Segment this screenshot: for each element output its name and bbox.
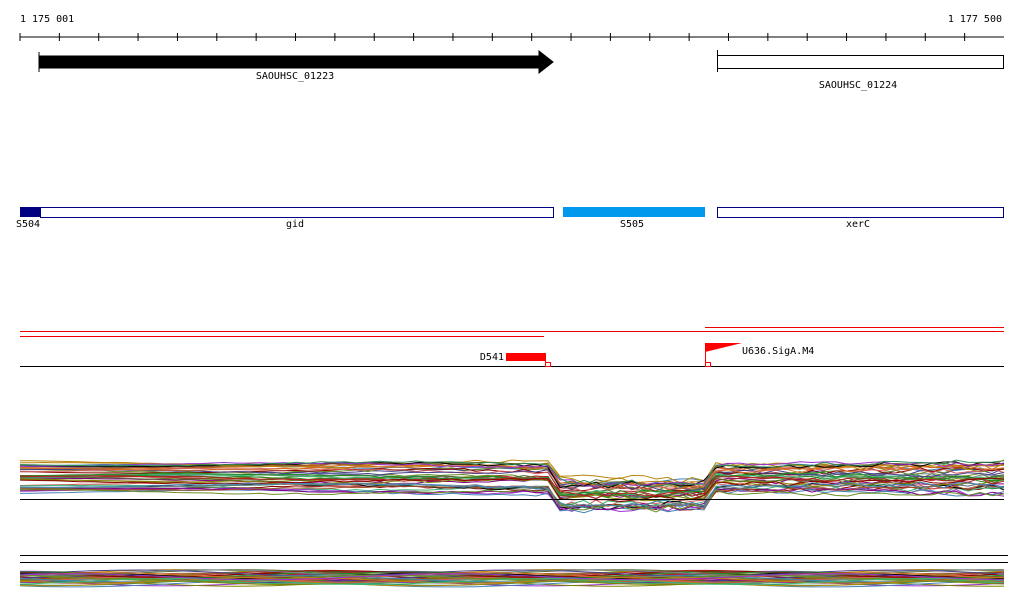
expression-trace [19,578,1005,586]
expression-panel [19,568,1005,588]
segment-label: xerC [846,219,870,230]
gene-box [717,55,1004,69]
feature-mark [506,353,545,361]
segment-box [40,207,554,218]
expression-trace [19,459,1005,488]
feature-label: D541 [480,352,504,363]
expression-trace [19,574,1005,582]
segment-label: gid [286,219,304,230]
gene-arrow [38,49,554,75]
expression-trace [19,475,1005,500]
expression-trace [20,481,1005,508]
expression-trace [19,576,1005,584]
expression-trace [19,572,1005,580]
expression-trace [19,477,1004,501]
feature-anchor [705,362,711,367]
expression-panel [19,459,1005,514]
segment-box [563,207,705,217]
expression-trace [19,461,1005,487]
expression-trace [19,569,1005,577]
segment-box [20,207,40,217]
segment-box [717,207,1004,218]
expression-trace [19,573,1005,581]
feature-label: U636.SigA.M4 [742,346,814,357]
gene-label: SAOUHSC_01224 [819,80,897,91]
ruler-start: 1 175 001 [20,14,74,25]
feature-anchor [545,362,551,367]
segment-label: S505 [620,219,644,230]
expression-trace [19,464,1005,491]
ruler-ticks [19,33,966,41]
expression-trace [19,580,1005,588]
feature-flag [705,343,742,352]
gene-label: SAOUHSC_01223 [256,71,334,82]
expression-trace [19,481,1005,509]
segment-label: S504 [16,219,40,230]
expression-trace [19,488,1005,513]
expression-trace [19,461,1005,489]
ruler-end: 1 177 500 [948,14,1002,25]
